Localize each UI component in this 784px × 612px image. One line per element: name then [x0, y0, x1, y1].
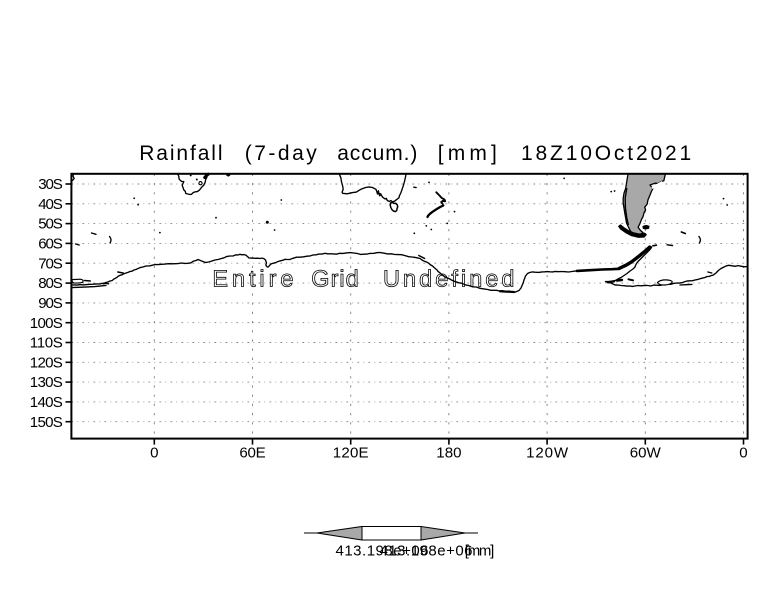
- svg-text:60E: 60E: [239, 444, 265, 461]
- svg-text:70S: 70S: [38, 255, 63, 272]
- svg-text:120E: 120E: [333, 444, 369, 461]
- svg-text:(7-day: (7-day: [245, 142, 318, 165]
- svg-text:40S: 40S: [38, 196, 63, 213]
- svg-text:90S: 90S: [38, 295, 63, 312]
- svg-text:accum.): accum.): [337, 142, 417, 165]
- svg-text:110S: 110S: [30, 335, 63, 352]
- svg-text:Rainfall: Rainfall: [139, 142, 222, 165]
- svg-text:30S: 30S: [38, 176, 63, 193]
- svg-text:140S: 140S: [30, 394, 63, 411]
- svg-text:150S: 150S: [30, 414, 63, 431]
- svg-text:18Z10Oct2021: 18Z10Oct2021: [521, 142, 691, 165]
- svg-text:Grid: Grid: [311, 265, 358, 291]
- svg-text:120W: 120W: [526, 444, 569, 461]
- svg-text:80S: 80S: [38, 275, 63, 292]
- svg-text:413.198e+06: 413.198e+06: [336, 543, 430, 560]
- svg-text:0: 0: [739, 444, 747, 461]
- svg-text:0: 0: [150, 444, 158, 461]
- svg-text:130S: 130S: [30, 374, 63, 391]
- svg-text:100S: 100S: [30, 315, 63, 332]
- svg-text:413.198e+06: 413.198e+06: [380, 543, 474, 560]
- svg-text:60S: 60S: [38, 236, 63, 253]
- svg-text:Entire: Entire: [212, 265, 293, 291]
- svg-text:120S: 120S: [30, 354, 63, 371]
- svg-text:180: 180: [436, 444, 461, 461]
- svg-text:50S: 50S: [38, 216, 63, 233]
- svg-text:[mm]: [mm]: [465, 543, 495, 560]
- svg-text:60W: 60W: [630, 444, 662, 461]
